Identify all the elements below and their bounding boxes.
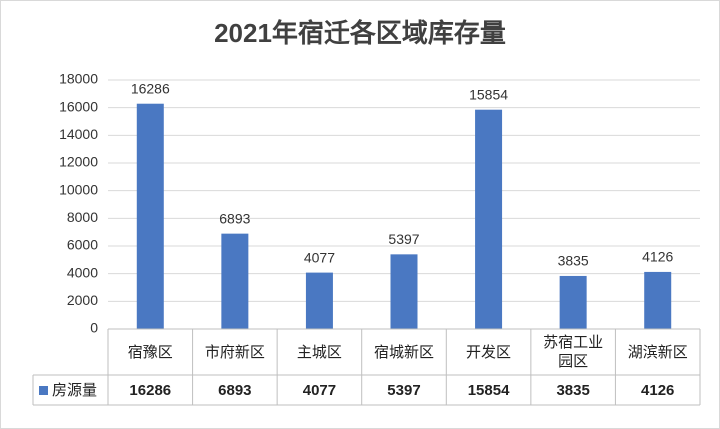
y-tick-label: 4000 (67, 264, 98, 280)
table-value: 5397 (387, 381, 421, 399)
x-tick-label: 苏宿工业园区 (543, 333, 604, 370)
x-tick-label: 宿城新区 (373, 342, 434, 361)
y-tick-label: 2000 (67, 292, 98, 308)
data-label: 6893 (219, 210, 250, 226)
x-tick-label: 市府新区 (204, 342, 265, 361)
bar (644, 271, 672, 329)
data-label: 4126 (642, 249, 673, 265)
y-tick-label: 14000 (59, 126, 98, 142)
x-tick-label: 湖滨新区 (627, 342, 688, 361)
bar (390, 254, 418, 329)
bar (221, 233, 249, 329)
y-tick-label: 16000 (59, 98, 98, 114)
bar (136, 103, 164, 330)
x-tick-label: 开发区 (466, 342, 512, 361)
table-value: 16286 (129, 381, 172, 399)
bar (305, 272, 333, 329)
data-label: 3835 (558, 253, 589, 269)
table-value: 6893 (218, 381, 252, 399)
table-value: 3835 (556, 381, 590, 399)
data-label: 4077 (304, 249, 335, 265)
bar (475, 109, 503, 329)
chart-title: 2021年宿迁各区域库存量 (214, 18, 506, 48)
y-tick-label: 18000 (59, 71, 98, 87)
table-value: 4126 (641, 381, 675, 399)
legend-text: 房源量 (52, 380, 98, 399)
table-value: 4077 (302, 381, 337, 399)
y-tick-label: 8000 (67, 209, 98, 225)
table-value: 15854 (467, 381, 510, 399)
legend-swatch (39, 385, 48, 395)
data-label: 15854 (469, 86, 508, 102)
y-tick-label: 12000 (59, 154, 98, 170)
bar (559, 275, 587, 329)
y-tick-label: 10000 (59, 181, 98, 197)
legend-label: 房源量 (33, 375, 108, 405)
y-tick-label: 6000 (67, 237, 98, 253)
x-tick-label: 宿豫区 (127, 342, 173, 361)
y-tick-label: 0 (90, 320, 98, 336)
data-label: 5397 (388, 231, 419, 247)
data-label: 16286 (131, 80, 170, 96)
x-tick-label: 主城区 (296, 342, 342, 361)
